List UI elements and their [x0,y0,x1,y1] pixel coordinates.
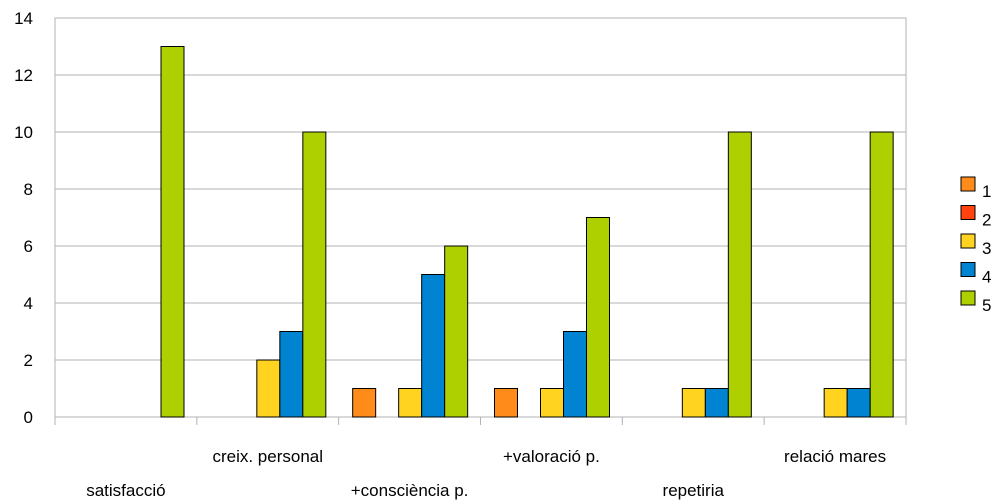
bar-series-4 [421,274,446,418]
legend-label: 3 [982,239,991,258]
y-tick-label: 12 [14,66,33,85]
bar-series-4 [704,388,729,418]
legend-swatch-3 [960,233,976,249]
bar-series-5 [586,217,610,418]
y-tick-label: 4 [24,294,33,313]
bar-series-1 [352,388,377,418]
bar-series-5 [727,131,752,418]
bar-series-4 [279,331,304,418]
legend-label: 1 [982,182,991,201]
x-category-label: +valoració p. [503,447,600,466]
bar-series-1 [494,388,518,418]
bar-series-3 [398,388,423,418]
legend-label: 4 [982,268,991,287]
bar-series-5 [869,131,894,418]
legend-swatch-4 [960,262,976,277]
bars [160,46,894,418]
y-tick-label: 8 [24,180,33,199]
y-tick-label: 6 [24,237,33,256]
legend-swatch-5 [960,290,976,306]
y-tick-label: 0 [24,408,33,427]
bar-series-4 [846,388,871,418]
bar-series-4 [563,331,587,418]
legend-swatch-1 [960,176,976,192]
gridlines [54,17,907,418]
x-category-label: repetiria [663,481,725,500]
bar-series-3 [540,388,564,418]
bar-series-5 [160,46,185,418]
y-axis: 0 2 4 6 8 10 12 14 [14,9,33,427]
y-tick-label: 14 [14,9,33,28]
bar-series-5 [302,131,327,418]
legend-swatch-2 [960,205,976,220]
bar-series-3 [823,388,848,418]
x-category-label: relació mares [784,447,886,466]
x-axis: satisfacció creix. personal +consciència p… [54,417,907,500]
x-category-label: satisfacció [86,481,165,500]
legend-label: 5 [982,296,991,315]
legend: 1 2 3 4 5 [960,176,991,315]
y-tick-label: 2 [24,351,33,370]
bar-series-3 [681,388,706,418]
bar-series-3 [256,359,281,418]
x-category-label: +consciència p. [351,481,469,500]
bar-series-5 [444,245,469,418]
legend-label: 2 [982,211,991,230]
x-category-label: creix. personal [212,447,323,466]
y-tick-label: 10 [14,123,33,142]
